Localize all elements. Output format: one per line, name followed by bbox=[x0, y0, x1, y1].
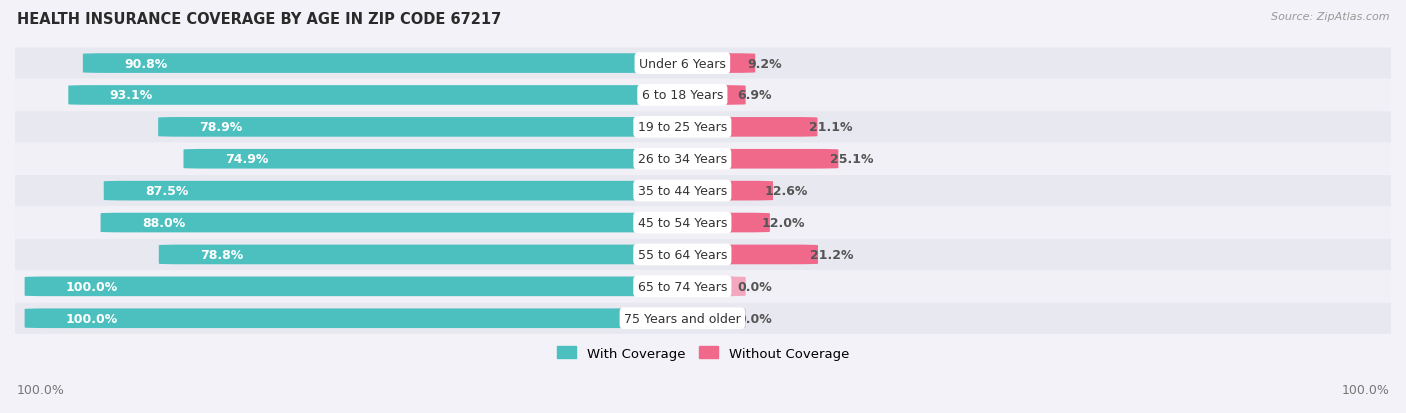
FancyBboxPatch shape bbox=[658, 181, 773, 201]
FancyBboxPatch shape bbox=[658, 86, 745, 106]
Legend: With Coverage, Without Coverage: With Coverage, Without Coverage bbox=[551, 341, 855, 365]
FancyBboxPatch shape bbox=[101, 213, 707, 233]
Text: 26 to 34 Years: 26 to 34 Years bbox=[638, 153, 727, 166]
FancyBboxPatch shape bbox=[658, 150, 838, 169]
Text: 12.0%: 12.0% bbox=[762, 216, 806, 230]
Text: HEALTH INSURANCE COVERAGE BY AGE IN ZIP CODE 67217: HEALTH INSURANCE COVERAGE BY AGE IN ZIP … bbox=[17, 12, 501, 27]
FancyBboxPatch shape bbox=[1, 112, 1405, 143]
FancyBboxPatch shape bbox=[159, 118, 707, 138]
Text: Source: ZipAtlas.com: Source: ZipAtlas.com bbox=[1271, 12, 1389, 22]
Text: 65 to 74 Years: 65 to 74 Years bbox=[638, 280, 727, 293]
FancyBboxPatch shape bbox=[1, 303, 1405, 334]
FancyBboxPatch shape bbox=[25, 277, 707, 297]
FancyBboxPatch shape bbox=[658, 309, 745, 328]
Text: 12.6%: 12.6% bbox=[765, 185, 808, 198]
Text: 9.2%: 9.2% bbox=[747, 57, 782, 70]
FancyBboxPatch shape bbox=[1, 239, 1405, 271]
Text: Under 6 Years: Under 6 Years bbox=[638, 57, 725, 70]
FancyBboxPatch shape bbox=[1, 176, 1405, 207]
FancyBboxPatch shape bbox=[104, 181, 707, 201]
Text: 6.9%: 6.9% bbox=[737, 89, 772, 102]
Text: 100.0%: 100.0% bbox=[66, 312, 118, 325]
FancyBboxPatch shape bbox=[25, 309, 707, 328]
FancyBboxPatch shape bbox=[69, 86, 707, 106]
FancyBboxPatch shape bbox=[658, 54, 755, 74]
FancyBboxPatch shape bbox=[1, 48, 1405, 80]
FancyBboxPatch shape bbox=[658, 277, 745, 297]
Text: 88.0%: 88.0% bbox=[142, 216, 186, 230]
Text: 35 to 44 Years: 35 to 44 Years bbox=[638, 185, 727, 198]
Text: 0.0%: 0.0% bbox=[737, 280, 772, 293]
Text: 21.2%: 21.2% bbox=[810, 248, 853, 261]
Text: 25.1%: 25.1% bbox=[830, 153, 873, 166]
FancyBboxPatch shape bbox=[1, 207, 1405, 239]
FancyBboxPatch shape bbox=[658, 213, 770, 233]
FancyBboxPatch shape bbox=[658, 245, 818, 265]
FancyBboxPatch shape bbox=[83, 54, 707, 74]
Text: 100.0%: 100.0% bbox=[66, 280, 118, 293]
Text: 100.0%: 100.0% bbox=[1341, 384, 1389, 396]
Text: 93.1%: 93.1% bbox=[110, 89, 153, 102]
Text: 6 to 18 Years: 6 to 18 Years bbox=[641, 89, 723, 102]
Text: 78.8%: 78.8% bbox=[200, 248, 243, 261]
Text: 19 to 25 Years: 19 to 25 Years bbox=[638, 121, 727, 134]
Text: 55 to 64 Years: 55 to 64 Years bbox=[638, 248, 727, 261]
FancyBboxPatch shape bbox=[1, 80, 1405, 112]
Text: 45 to 54 Years: 45 to 54 Years bbox=[638, 216, 727, 230]
FancyBboxPatch shape bbox=[159, 245, 707, 265]
Text: 90.8%: 90.8% bbox=[124, 57, 167, 70]
Text: 21.1%: 21.1% bbox=[810, 121, 852, 134]
Text: 100.0%: 100.0% bbox=[17, 384, 65, 396]
FancyBboxPatch shape bbox=[1, 271, 1405, 302]
FancyBboxPatch shape bbox=[1, 144, 1405, 175]
Text: 78.9%: 78.9% bbox=[200, 121, 243, 134]
FancyBboxPatch shape bbox=[658, 118, 817, 138]
Text: 75 Years and older: 75 Years and older bbox=[624, 312, 741, 325]
Text: 87.5%: 87.5% bbox=[145, 185, 188, 198]
FancyBboxPatch shape bbox=[184, 150, 707, 169]
Text: 74.9%: 74.9% bbox=[225, 153, 269, 166]
Text: 0.0%: 0.0% bbox=[737, 312, 772, 325]
